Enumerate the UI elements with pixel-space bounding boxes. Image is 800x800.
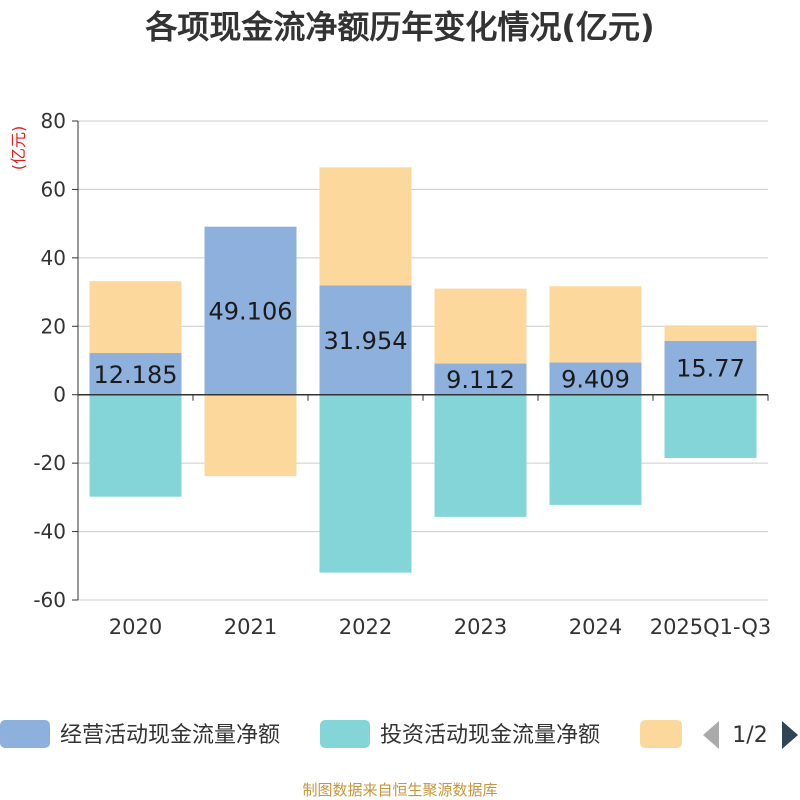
legend-swatch-operating[interactable] [0, 720, 50, 748]
x-category-label: 2020 [109, 615, 162, 639]
data-label: 49.106 [209, 298, 293, 326]
x-category-label: 2023 [454, 615, 507, 639]
bar-investing[interactable] [319, 394, 412, 573]
data-label: 12.185 [94, 361, 178, 389]
bar-investing[interactable] [89, 394, 182, 497]
bars-group [89, 167, 757, 573]
bar-investing[interactable] [434, 394, 527, 517]
bar-operating[interactable] [204, 226, 297, 395]
legend: 经营活动现金流量净额 投资活动现金流量净额 1/2 [0, 720, 798, 749]
y-tick-label: 40 [41, 246, 66, 270]
y-tick-label: 0 [53, 383, 66, 407]
y-tick-label: 20 [41, 314, 66, 338]
data-label: 9.409 [561, 366, 630, 394]
y-tick-label: -60 [33, 588, 66, 612]
y-tick-label: -20 [33, 451, 66, 475]
bar-operating[interactable] [664, 340, 757, 395]
y-axis-unit-label: (亿元) [9, 126, 28, 171]
x-category-label: 2022 [339, 615, 392, 639]
y-tick-label: -40 [33, 520, 66, 544]
legend-label-operating[interactable]: 经营活动现金流量净额 [60, 723, 280, 748]
data-label: 9.112 [446, 366, 515, 394]
source-note: 制图数据来自恒生聚源数据库 [302, 781, 497, 799]
bar-investing[interactable] [549, 394, 642, 505]
bar-financing[interactable] [549, 286, 642, 363]
data-label: 15.77 [676, 355, 745, 383]
x-category-label: 2024 [569, 615, 622, 639]
bar-operating[interactable] [549, 362, 642, 395]
triangle-right-icon[interactable] [782, 721, 798, 749]
triangle-left-icon[interactable] [703, 721, 719, 749]
y-tick-label: 60 [41, 177, 66, 201]
bar-financing[interactable] [664, 325, 757, 341]
chart-title: 各项现金流净额历年变化情况(亿元) [145, 8, 654, 46]
bar-operating[interactable] [89, 353, 182, 395]
legend-swatch-investing[interactable] [320, 720, 370, 748]
bar-financing[interactable] [434, 288, 527, 364]
y-tick-label: 80 [41, 109, 66, 133]
x-category-label: 2025Q1-Q3 [650, 615, 772, 639]
bar-financing[interactable] [319, 167, 412, 286]
bar-operating[interactable] [319, 285, 412, 395]
bar-financing[interactable] [204, 394, 297, 477]
legend-swatch-financing[interactable] [640, 720, 682, 748]
bar-investing[interactable] [664, 394, 757, 459]
axes-group: 80 60 40 20 0 -20 -40 -60 2020 2021 2022 2023 2024 20… [33, 109, 771, 639]
data-label: 31.954 [324, 327, 408, 355]
bar-operating[interactable] [434, 363, 527, 395]
data-labels-group: 12.185 49.106 31.954 9.112 9.409 15.77 [94, 298, 745, 394]
legend-label-investing[interactable]: 投资活动现金流量净额 [380, 723, 600, 748]
grid-lines [78, 120, 768, 601]
legend-page-indicator: 1/2 [732, 723, 767, 748]
bar-financing[interactable] [89, 281, 182, 354]
x-category-label: 2021 [224, 615, 277, 639]
